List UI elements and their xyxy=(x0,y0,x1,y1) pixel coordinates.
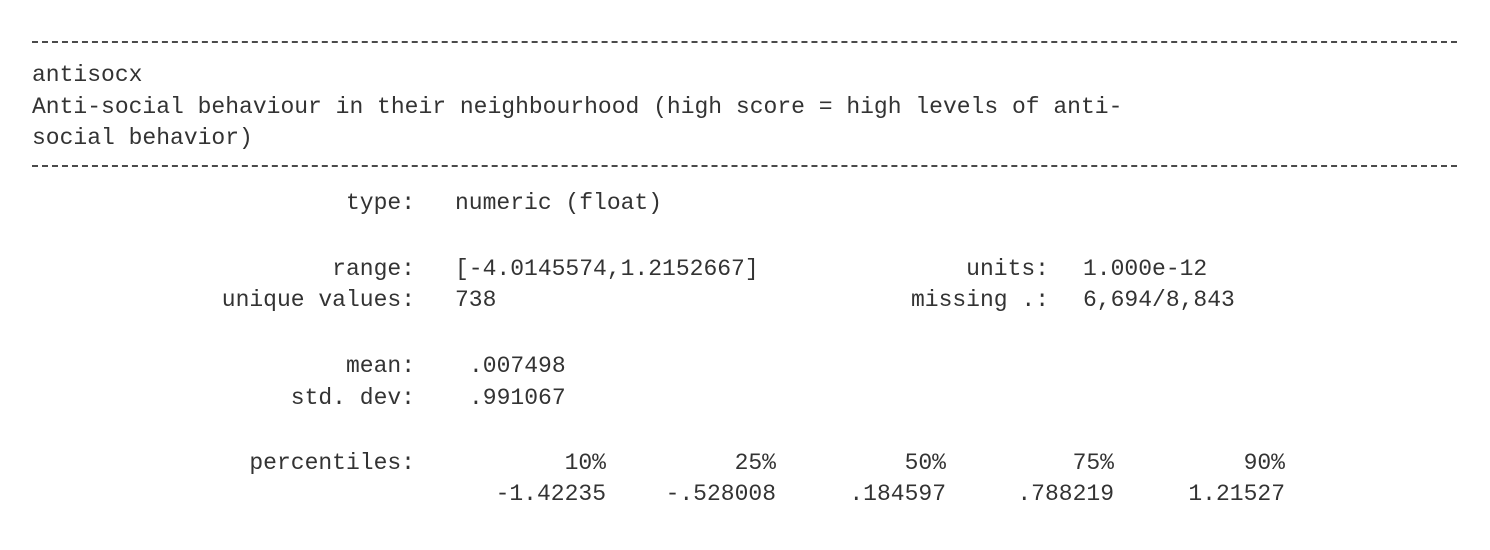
std-dev-label: std. dev: xyxy=(290,385,415,411)
mean-label: mean: xyxy=(345,353,415,379)
units-label: units: xyxy=(966,256,1049,282)
percentile-value-25: -.528008 xyxy=(665,481,776,507)
range-label: range: xyxy=(332,256,415,282)
mean-value: .007498 xyxy=(469,353,566,379)
percentile-value-10: -1.42235 xyxy=(495,481,606,507)
percentile-header-50: 50% xyxy=(904,450,946,476)
unique-values-label: unique values: xyxy=(221,287,415,313)
percentile-value-90: 1.21527 xyxy=(1188,481,1285,507)
unique-values-value: 738 xyxy=(455,287,497,313)
top-separator xyxy=(32,41,1457,43)
type-label: type: xyxy=(345,190,415,216)
header-separator xyxy=(32,165,1457,167)
percentile-header-25: 25% xyxy=(734,450,776,476)
type-value: numeric (float) xyxy=(455,190,663,216)
range-value: [-4.0145574,1.2152667] xyxy=(455,256,759,282)
variable-label-line-1: Anti-social behaviour in their neighbour… xyxy=(32,94,1123,120)
percentile-header-10: 10% xyxy=(564,450,606,476)
missing-label: missing .: xyxy=(910,287,1049,313)
percentile-header-75: 75% xyxy=(1072,450,1114,476)
std-dev-value: .991067 xyxy=(469,385,566,411)
percentile-header-90: 90% xyxy=(1243,450,1285,476)
percentiles-label: percentiles: xyxy=(249,450,415,476)
units-value: 1.000e-12 xyxy=(1083,256,1208,282)
variable-label-line-2: social behavior) xyxy=(32,125,253,151)
percentile-value-50: .184597 xyxy=(849,481,946,507)
variable-name: antisocx xyxy=(32,62,143,88)
percentile-value-75: .788219 xyxy=(1017,481,1114,507)
missing-value: 6,694/8,843 xyxy=(1083,287,1235,313)
